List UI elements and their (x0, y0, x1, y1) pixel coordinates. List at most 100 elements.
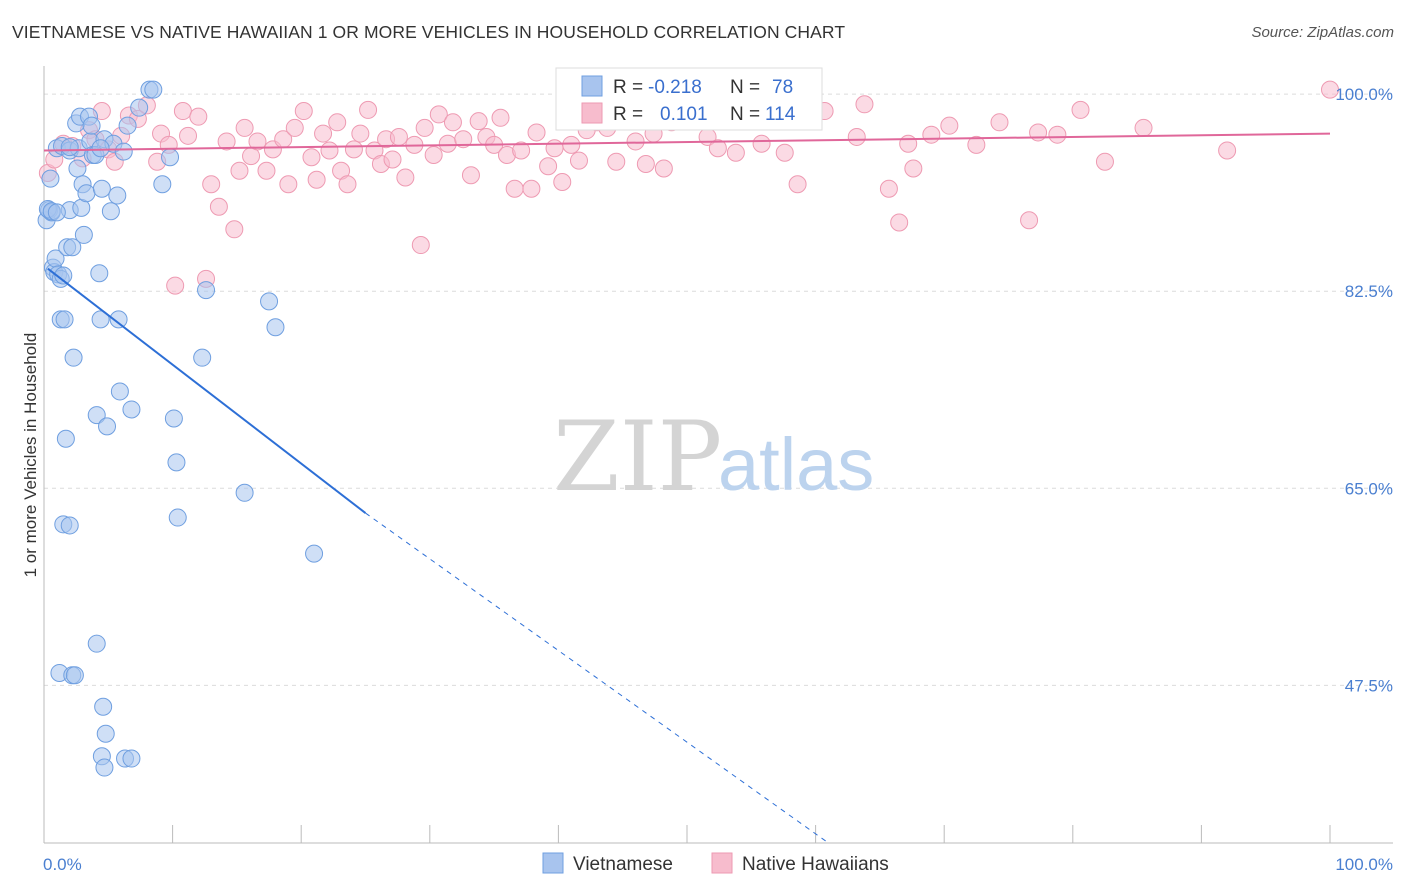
vietnamese-point (168, 508, 187, 527)
legend-n-value-vietnamese: 78 (772, 77, 793, 98)
native-hawaiian-point (553, 172, 572, 191)
vietnamese-point (266, 318, 285, 337)
legend-r-value-vietnamese: -0.218 (648, 77, 702, 98)
native-hawaiian-point (383, 150, 402, 169)
vietnamese-point (122, 749, 141, 768)
vietnamese-point (77, 184, 96, 203)
vietnamese-point (91, 310, 110, 329)
watermark-atlas: atlas (718, 423, 874, 506)
series-legend: Vietnamese Native Hawaiians (542, 852, 889, 875)
vietnamese-point (114, 142, 133, 161)
native-hawaiian-point (1134, 118, 1153, 137)
native-hawaiian-point (940, 116, 959, 135)
native-hawaiian-point (307, 170, 326, 189)
vietnamese-point (164, 409, 183, 428)
native-hawaiian-point (708, 139, 727, 158)
native-hawaiian-point (328, 113, 347, 132)
legend-n-label-vietnamese: N = (730, 77, 760, 98)
x-tick-label-max: 100.0% (1335, 855, 1393, 874)
vietnamese-point (74, 225, 93, 244)
y-axis-label: 1 or more Vehicles in Household (21, 333, 40, 578)
native-hawaiian-point (314, 124, 333, 143)
chart-source: Source: ZipAtlas.com (1251, 24, 1394, 41)
native-hawaiian-point (166, 276, 185, 295)
gridlines (44, 93, 1393, 686)
vietnamese-point (98, 417, 117, 436)
native-hawaiian-point (855, 95, 874, 114)
native-hawaiian-point (879, 179, 898, 198)
native-hawaiian-point (235, 118, 254, 137)
native-hawaiian-point (899, 134, 918, 153)
bottom-legend-swatch-vietnamese (542, 852, 564, 874)
chart-title: VIETNAMESE VS NATIVE HAWAIIAN 1 OR MORE … (12, 22, 846, 42)
native-hawaiian-point (209, 197, 228, 216)
y-tick-label: 47.5% (1345, 676, 1393, 695)
vietnamese-point (87, 634, 106, 653)
vietnamese-point (54, 266, 73, 285)
vietnamese-point (55, 310, 74, 329)
legend-r-label-native-hawaiians: R = (613, 104, 643, 125)
vietnamese-point (161, 148, 180, 167)
native-hawaiian-point (1048, 125, 1067, 144)
native-hawaiian-point (344, 140, 363, 159)
bottom-legend-swatch-native-hawaiians (711, 852, 733, 874)
native-hawaiian-point (411, 236, 430, 255)
native-hawaiian-point (752, 134, 771, 153)
native-hawaiian-point (179, 126, 198, 145)
vietnamese-point (90, 264, 109, 283)
native-hawaiian-point (294, 102, 313, 121)
native-hawaiian-point (512, 141, 531, 160)
native-hawaiian-point (429, 105, 448, 124)
vietnamese-point (96, 724, 115, 743)
vietnamese-point (118, 116, 137, 135)
native-hawaiian-point (636, 154, 655, 173)
native-hawaiian-point (279, 175, 298, 194)
vietnamese-point (235, 483, 254, 502)
vietnamese-point (110, 382, 129, 401)
vietnamese-point (260, 292, 279, 311)
axes (43, 66, 1393, 844)
vietnamese-point (63, 238, 82, 257)
legend-r-value-native-hawaiians: 0.101 (660, 104, 708, 125)
bottom-legend-label-native-hawaiians: Native Hawaiians (742, 854, 889, 875)
trend-line-native-hawaiians (43, 132, 1331, 152)
trend-lines (43, 132, 1331, 844)
native-hawaiian-point (454, 130, 473, 149)
native-hawaiian-point (359, 100, 378, 119)
native-hawaiian-point (389, 127, 408, 146)
native-hawaiian-point (202, 175, 221, 194)
native-hawaiian-point (522, 179, 541, 198)
native-hawaiian-point (967, 135, 986, 154)
trend-line-vietnamese (47, 267, 367, 514)
vietnamese-point (47, 203, 66, 222)
native-hawaiian-point (248, 132, 267, 151)
native-hawaiian-point (225, 220, 244, 239)
x-tick-label-min: 0.0% (43, 855, 82, 874)
vietnamese-point (95, 758, 114, 777)
vietnamese-point (197, 281, 216, 300)
native-hawaiian-point (726, 143, 745, 162)
vietnamese-point (144, 80, 163, 99)
native-hawaiian-point (415, 118, 434, 137)
native-hawaiian-point (257, 161, 276, 180)
native-hawaiian-point (990, 113, 1009, 132)
y-tick-labels: 100.0% 82.5% 65.0% 47.5% (1335, 85, 1393, 695)
vietnamese-point (92, 179, 111, 198)
native-hawaiian-point (847, 127, 866, 146)
native-hawaiian-point (1020, 211, 1039, 230)
native-hawaiian-point (302, 148, 321, 167)
native-hawaiian-point (285, 118, 304, 137)
vietnamese-point (56, 429, 75, 448)
native-hawaiian-point (607, 152, 626, 171)
vietnamese-point (82, 116, 101, 135)
vietnamese-point (101, 202, 120, 221)
native-hawaiian-point (469, 112, 488, 131)
native-hawaiian-point (1071, 100, 1090, 119)
native-hawaiian-point (775, 143, 794, 162)
vietnamese-point (130, 98, 149, 117)
native-hawaiian-point (1218, 141, 1237, 160)
native-hawaiian-point (539, 157, 558, 176)
vietnamese-point (64, 348, 83, 367)
vietnamese-point (109, 310, 128, 329)
native-hawaiian-point (320, 141, 339, 160)
